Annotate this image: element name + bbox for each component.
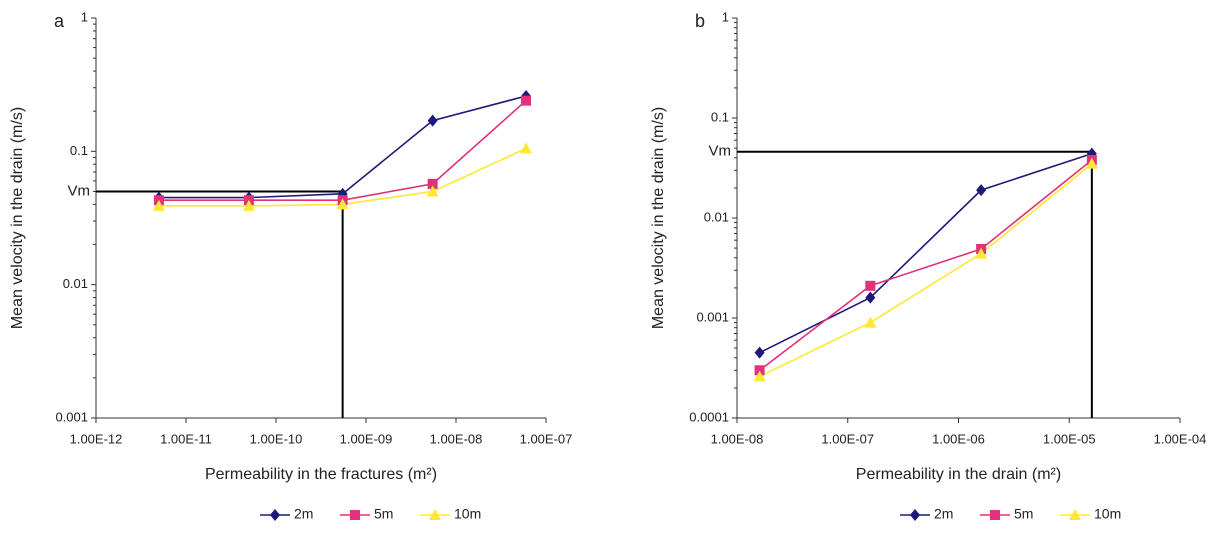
marker	[152, 199, 165, 211]
legend-label: 10m	[454, 506, 481, 522]
y-tick-label: 1	[722, 9, 729, 24]
x-tick-label: 1.00E-08	[711, 431, 764, 446]
marker	[1085, 157, 1098, 169]
marker	[270, 509, 280, 521]
marker	[975, 247, 988, 259]
marker	[427, 178, 438, 189]
legend-label: 2m	[934, 506, 953, 522]
marker	[350, 510, 360, 520]
panel: a 0.001 0.01 0.1 1 1.00E-12 1.00E-11 1.00E-10 1.…	[9, 9, 572, 521]
x-tick-label: 1.00E-08	[430, 431, 483, 446]
y-tick-label: 0.0001	[689, 409, 729, 424]
x-tick-label: 1.00E-05	[1043, 431, 1096, 446]
x-axis-title: Permeability in the drain (m²)	[856, 466, 1061, 483]
series-line	[759, 152, 1093, 354]
x-tick-label: 1.00E-11	[160, 431, 212, 446]
series-line	[158, 100, 527, 202]
y-tick-label: 0.001	[55, 409, 88, 424]
marker	[990, 510, 1000, 520]
x-tick-label: 1.00E-07	[520, 431, 573, 446]
y-axis-title: Mean velocity in the drain (m/s)	[9, 107, 26, 329]
panel: b 0.0001 0.001 0.01 0.1 1 1.00E-08 1.00E-07 1.00…	[650, 9, 1206, 521]
marker	[521, 95, 532, 106]
y-tick-label: 1	[81, 9, 88, 24]
marker	[865, 280, 876, 291]
marker	[427, 114, 438, 127]
series-line	[759, 162, 1093, 378]
x-tick-label: 1.00E-07	[821, 431, 874, 446]
reference-label: Vm	[68, 182, 91, 199]
marker	[429, 509, 441, 520]
x-tick-label: 1.00E-04	[1154, 431, 1207, 446]
marker	[1069, 509, 1081, 520]
marker	[336, 198, 349, 210]
marker	[864, 316, 877, 328]
x-axis-title: Permeability in the fractures (m²)	[205, 466, 437, 483]
y-tick-label: 0.01	[704, 209, 729, 224]
y-tick-label: 0.01	[63, 276, 88, 291]
x-tick-label: 1.00E-09	[340, 431, 393, 446]
y-tick-label: 0.1	[70, 143, 88, 158]
reference-label: Vm	[709, 143, 732, 160]
marker	[753, 370, 766, 382]
marker	[976, 184, 987, 197]
marker	[910, 509, 920, 521]
legend-label: 5m	[374, 506, 393, 522]
marker	[426, 185, 439, 197]
marker	[865, 291, 876, 304]
series-line	[158, 95, 527, 199]
panel-label: a	[54, 11, 65, 31]
y-axis-title: Mean velocity in the drain (m/s)	[650, 107, 667, 329]
y-tick-label: 0.001	[696, 309, 729, 324]
legend-label: 5m	[1014, 506, 1033, 522]
x-tick-label: 1.00E-06	[932, 431, 985, 446]
legend-label: 10m	[1094, 506, 1121, 522]
marker	[754, 365, 765, 376]
panel-label: b	[695, 11, 705, 31]
x-tick-label: 1.00E-10	[250, 431, 303, 446]
marker	[520, 142, 533, 154]
series-line	[759, 159, 1093, 371]
legend-label: 2m	[294, 506, 313, 522]
marker	[754, 346, 765, 359]
x-tick-label: 1.00E-12	[70, 431, 123, 446]
marker	[242, 199, 255, 211]
y-tick-label: 0.1	[711, 109, 729, 124]
